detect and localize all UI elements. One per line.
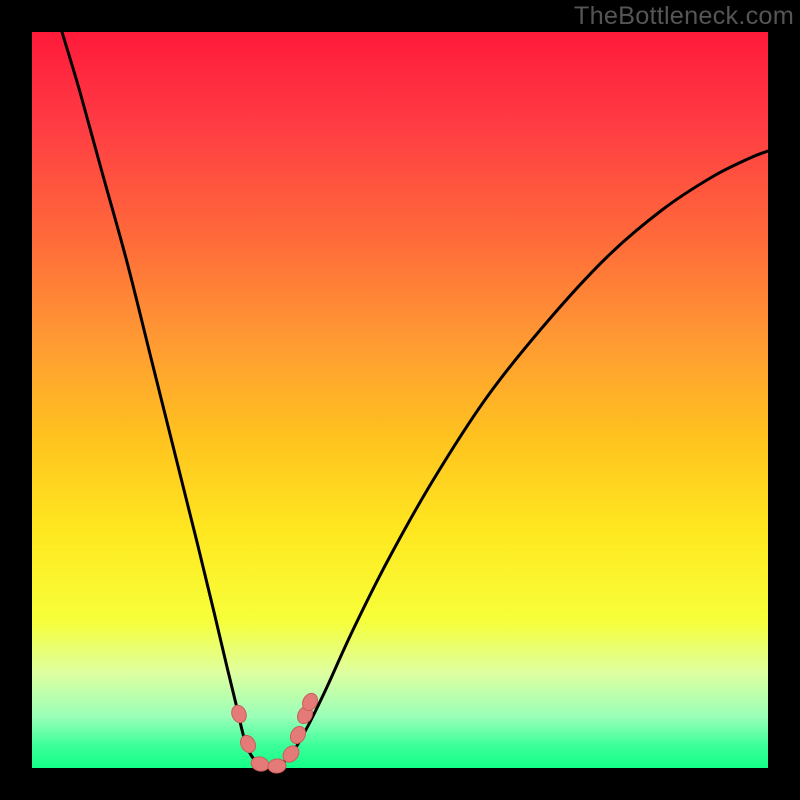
- chart-stage: TheBottleneck.com: [0, 0, 800, 800]
- chart-svg: [0, 0, 800, 800]
- chart-background: [32, 32, 768, 768]
- watermark-text: TheBottleneck.com: [574, 2, 794, 31]
